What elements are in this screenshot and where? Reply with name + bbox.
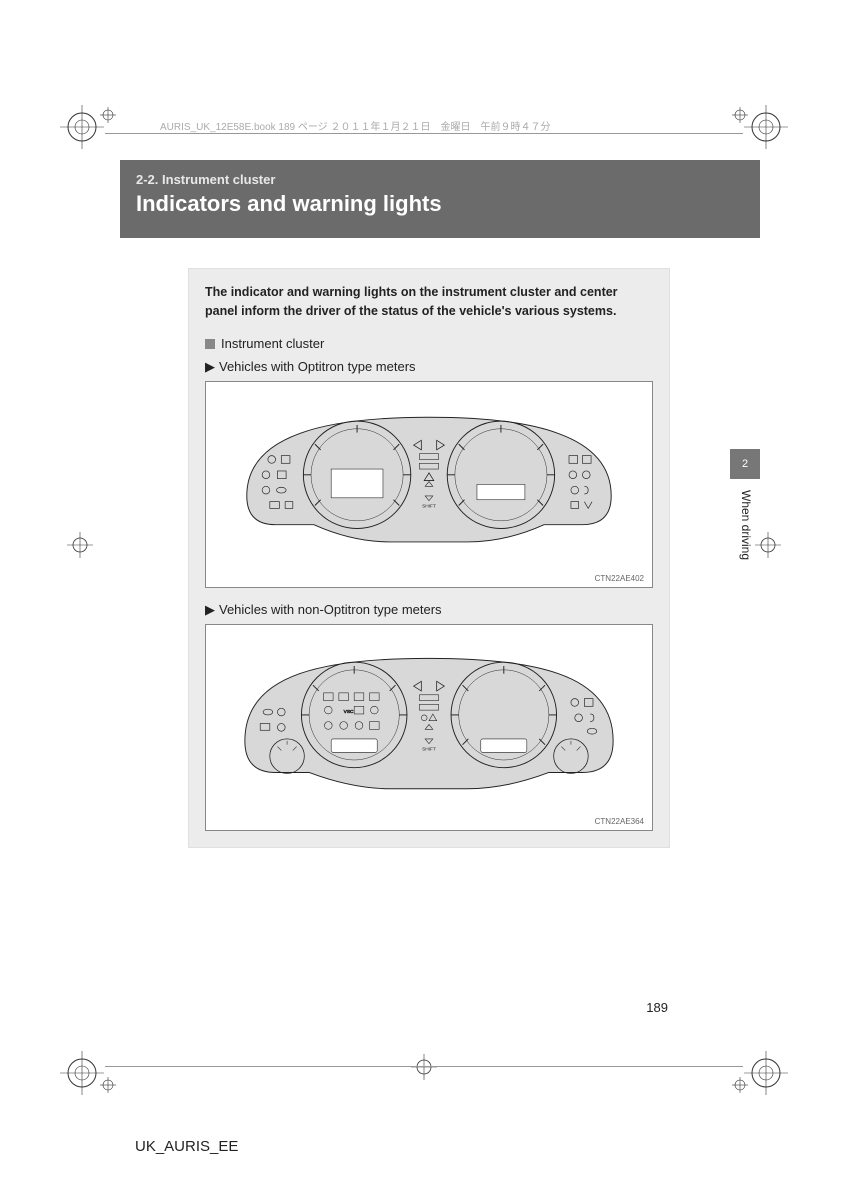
registration-mark-icon: [409, 1052, 439, 1082]
footer-label: UK_AURIS_EE: [135, 1138, 238, 1155]
footer-rule: [105, 1066, 743, 1067]
crop-mark-icon: [728, 1035, 788, 1095]
cluster-diagram-optitron: SHIFT CTN22AE402: [205, 381, 653, 588]
variant-label: ▶ Vehicles with non-Optitron type meters: [205, 602, 653, 618]
page-number: 189: [646, 1000, 668, 1015]
chapter-tab: 2: [730, 449, 760, 479]
section-label: 2-2. Instrument cluster: [136, 172, 744, 187]
content-panel: The indicator and warning lights on the …: [188, 268, 670, 848]
variant-2-text: Vehicles with non-Optitron type meters: [219, 602, 442, 617]
figure-code: CTN22AE364: [595, 817, 644, 826]
registration-mark-icon: [65, 530, 95, 560]
section-title-bar: 2-2. Instrument cluster Indicators and w…: [120, 160, 760, 238]
intro-paragraph: The indicator and warning lights on the …: [205, 283, 653, 322]
svg-text:SHIFT: SHIFT: [422, 503, 436, 509]
crop-mark-icon: [728, 105, 788, 165]
figure-code: CTN22AE402: [595, 574, 644, 583]
sub-heading-text: Instrument cluster: [221, 336, 324, 351]
registration-mark-icon: [753, 530, 783, 560]
header-rule: [105, 133, 743, 134]
variant-label: ▶ Vehicles with Optitron type meters: [205, 359, 653, 375]
chapter-label: When driving: [739, 490, 753, 560]
chapter-number: 2: [742, 458, 748, 470]
crop-mark-icon: [60, 105, 120, 165]
triangle-bullet-icon: ▶: [205, 602, 215, 618]
square-bullet-icon: [205, 339, 215, 349]
svg-text:SHIFT: SHIFT: [422, 746, 436, 752]
triangle-bullet-icon: ▶: [205, 359, 215, 375]
crop-mark-icon: [60, 1035, 120, 1095]
page-title: Indicators and warning lights: [136, 191, 744, 217]
cluster-diagram-non-optitron: VSC SHIFT: [205, 624, 653, 831]
print-metadata: AURIS_UK_12E58E.book 189 ページ ２０１１年１月２１日 …: [160, 118, 550, 133]
svg-text:VSC: VSC: [344, 709, 354, 715]
variant-1-text: Vehicles with Optitron type meters: [219, 359, 416, 374]
sub-heading: Instrument cluster: [205, 336, 653, 351]
